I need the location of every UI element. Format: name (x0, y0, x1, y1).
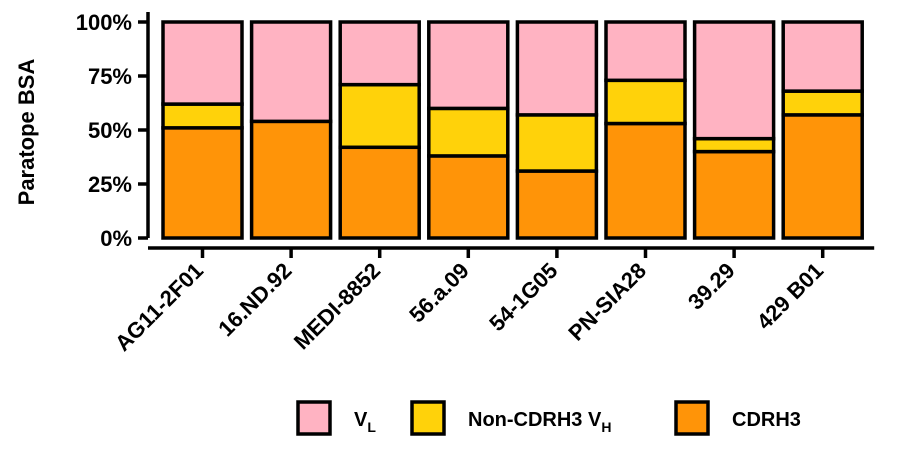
bar-segment-cdrh3 (338, 145, 421, 240)
y-tick-label: 75% (88, 64, 132, 89)
bar-segment-cdrh3 (427, 154, 510, 240)
bars (161, 20, 864, 240)
bar-segment-cdrh3 (604, 121, 687, 240)
legend-item: VL (296, 400, 376, 436)
bar-segment-non-cdrh3-vh (338, 82, 421, 150)
bar-segment-cdrh3 (249, 119, 333, 240)
bar-segment-non-cdrh3-vh (161, 102, 244, 130)
bar-segment-vl (427, 20, 510, 111)
x-tick-label: 39.29 (683, 258, 740, 315)
bar-segment-vl (515, 20, 599, 117)
legend: VL Non-CDRH3 VH CDRH3 (296, 400, 801, 436)
y-tick-label: 100% (76, 10, 132, 35)
bar-segment-vl (161, 20, 244, 106)
bar-segment-non-cdrh3-vh (427, 106, 510, 158)
y-axis-title: Paratope BSA (14, 59, 39, 206)
legend-swatch (296, 400, 332, 436)
bar-segment-cdrh3 (161, 126, 244, 240)
legend-swatch (410, 400, 446, 436)
legend-label: CDRH3 (732, 409, 801, 431)
x-tick-label: PN-SIA28 (563, 258, 651, 346)
legend-swatch (674, 400, 710, 436)
x-tick-label: MEDI-8852 (289, 258, 385, 354)
bar-segment-non-cdrh3-vh (781, 89, 864, 117)
y-axis: 0% 25% 50% 75% 100% (76, 10, 150, 251)
bar-segment-vl (781, 20, 864, 93)
bar-segment-vl (338, 20, 421, 87)
bar-segment-vl (604, 20, 687, 83)
bar-segment-cdrh3 (515, 169, 599, 240)
bar-segment-cdrh3 (781, 113, 864, 240)
y-tick-label: 0% (100, 226, 132, 251)
bar-segment-cdrh3 (692, 149, 776, 240)
x-tick-label: 16.ND.92 (213, 258, 296, 341)
bar-segment-non-cdrh3-vh (515, 113, 599, 173)
bar-segment-vl (249, 20, 333, 124)
bar-segment-non-cdrh3-vh (604, 78, 687, 126)
x-tick-label: 54-1G05 (484, 258, 562, 336)
legend-item: Non-CDRH3 VH (410, 400, 611, 436)
bar-segment-vl (692, 20, 776, 141)
x-tick-label: AG11-2F01 (110, 258, 208, 356)
legend-item: CDRH3 (674, 400, 801, 436)
legend-label: Non-CDRH3 VH (468, 409, 611, 435)
bar-segment-non-cdrh3-vh (692, 136, 776, 154)
y-tick-label: 50% (88, 118, 132, 143)
legend-label: VL (354, 409, 376, 435)
x-tick-label: 429 B01 (752, 258, 829, 335)
x-tick-label: 56.a.09 (404, 258, 474, 328)
y-tick-label: 25% (88, 172, 132, 197)
